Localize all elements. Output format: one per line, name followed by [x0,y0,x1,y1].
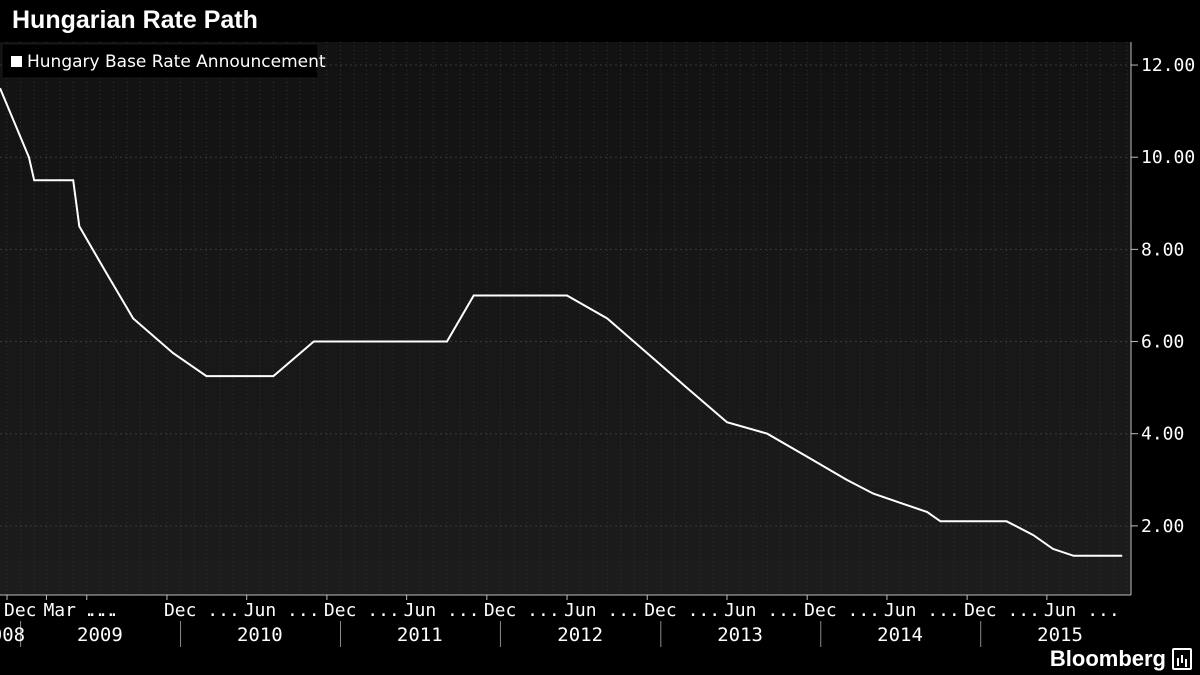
chart-title: Hungarian Rate Path [12,6,258,34]
x-year-label: 2009 [77,624,123,646]
series-line-hungary-base-rate [0,87,1123,557]
x-tick-label: Dec ... [484,600,560,621]
y-axis-ticks: 2.00 4.00 6.00 8.00 10.00 12.00 [1131,55,1195,537]
x-year-label: 2011 [397,624,443,646]
plot-area [0,42,1131,595]
x-tick-label: Jun ... [1044,600,1120,621]
x-tick-label: Jun ... [244,600,320,621]
legend-box [1,43,319,79]
x-tick-label: Jun ... [724,600,800,621]
x-tick-label: Jun ... [884,600,960,621]
x-year-label: 2012 [557,624,603,646]
x-tick-label: Dec [4,600,37,621]
x-year-label: 2008 [0,624,25,646]
x-year-label: 2013 [717,624,763,646]
y-tick-label: 6.00 [1141,332,1184,353]
x-tick-label: Dec ... [164,600,240,621]
x-tick-label: Mar ... [43,600,119,621]
bloomberg-wordmark: Bloomberg [1049,646,1166,671]
x-tick-label: Dec ... [964,600,1040,621]
y-tick-label: 4.00 [1141,424,1184,445]
x-tick-label: Dec ... [804,600,880,621]
bloomberg-logo: Bloomberg [1050,646,1192,672]
x-tick-label: Jun ... [404,600,480,621]
x-axis-month-ticks: Dec Mar ...... Dec ... Jun ... Dec ... Jun ..… [4,595,1120,621]
legend-swatch [11,56,22,67]
horizontal-gridlines [0,64,1131,527]
x-tick-label: Dec ... [324,600,400,621]
y-tick-label: 12.00 [1141,55,1195,76]
y-tick-label: 8.00 [1141,239,1184,260]
y-tick-label: 2.00 [1141,516,1184,537]
vertical-gridlines [6,42,1128,595]
x-year-label: 2015 [1037,624,1083,646]
x-year-label: 2014 [877,624,923,646]
x-year-label: 2010 [237,624,283,646]
legend-label: Hungary Base Rate Announcement [27,52,326,72]
x-tick-label: ... [84,600,117,621]
x-tick-label: Dec ... [644,600,720,621]
x-axis-year-labels: 2008 2009 2010 2011 2012 2013 2014 2015 [0,621,1083,647]
bloomberg-chart-icon [1172,648,1192,670]
legend: Hungary Base Rate Announcement [1,43,326,79]
y-tick-label: 10.00 [1141,147,1195,168]
x-tick-label: Jun ... [564,600,640,621]
